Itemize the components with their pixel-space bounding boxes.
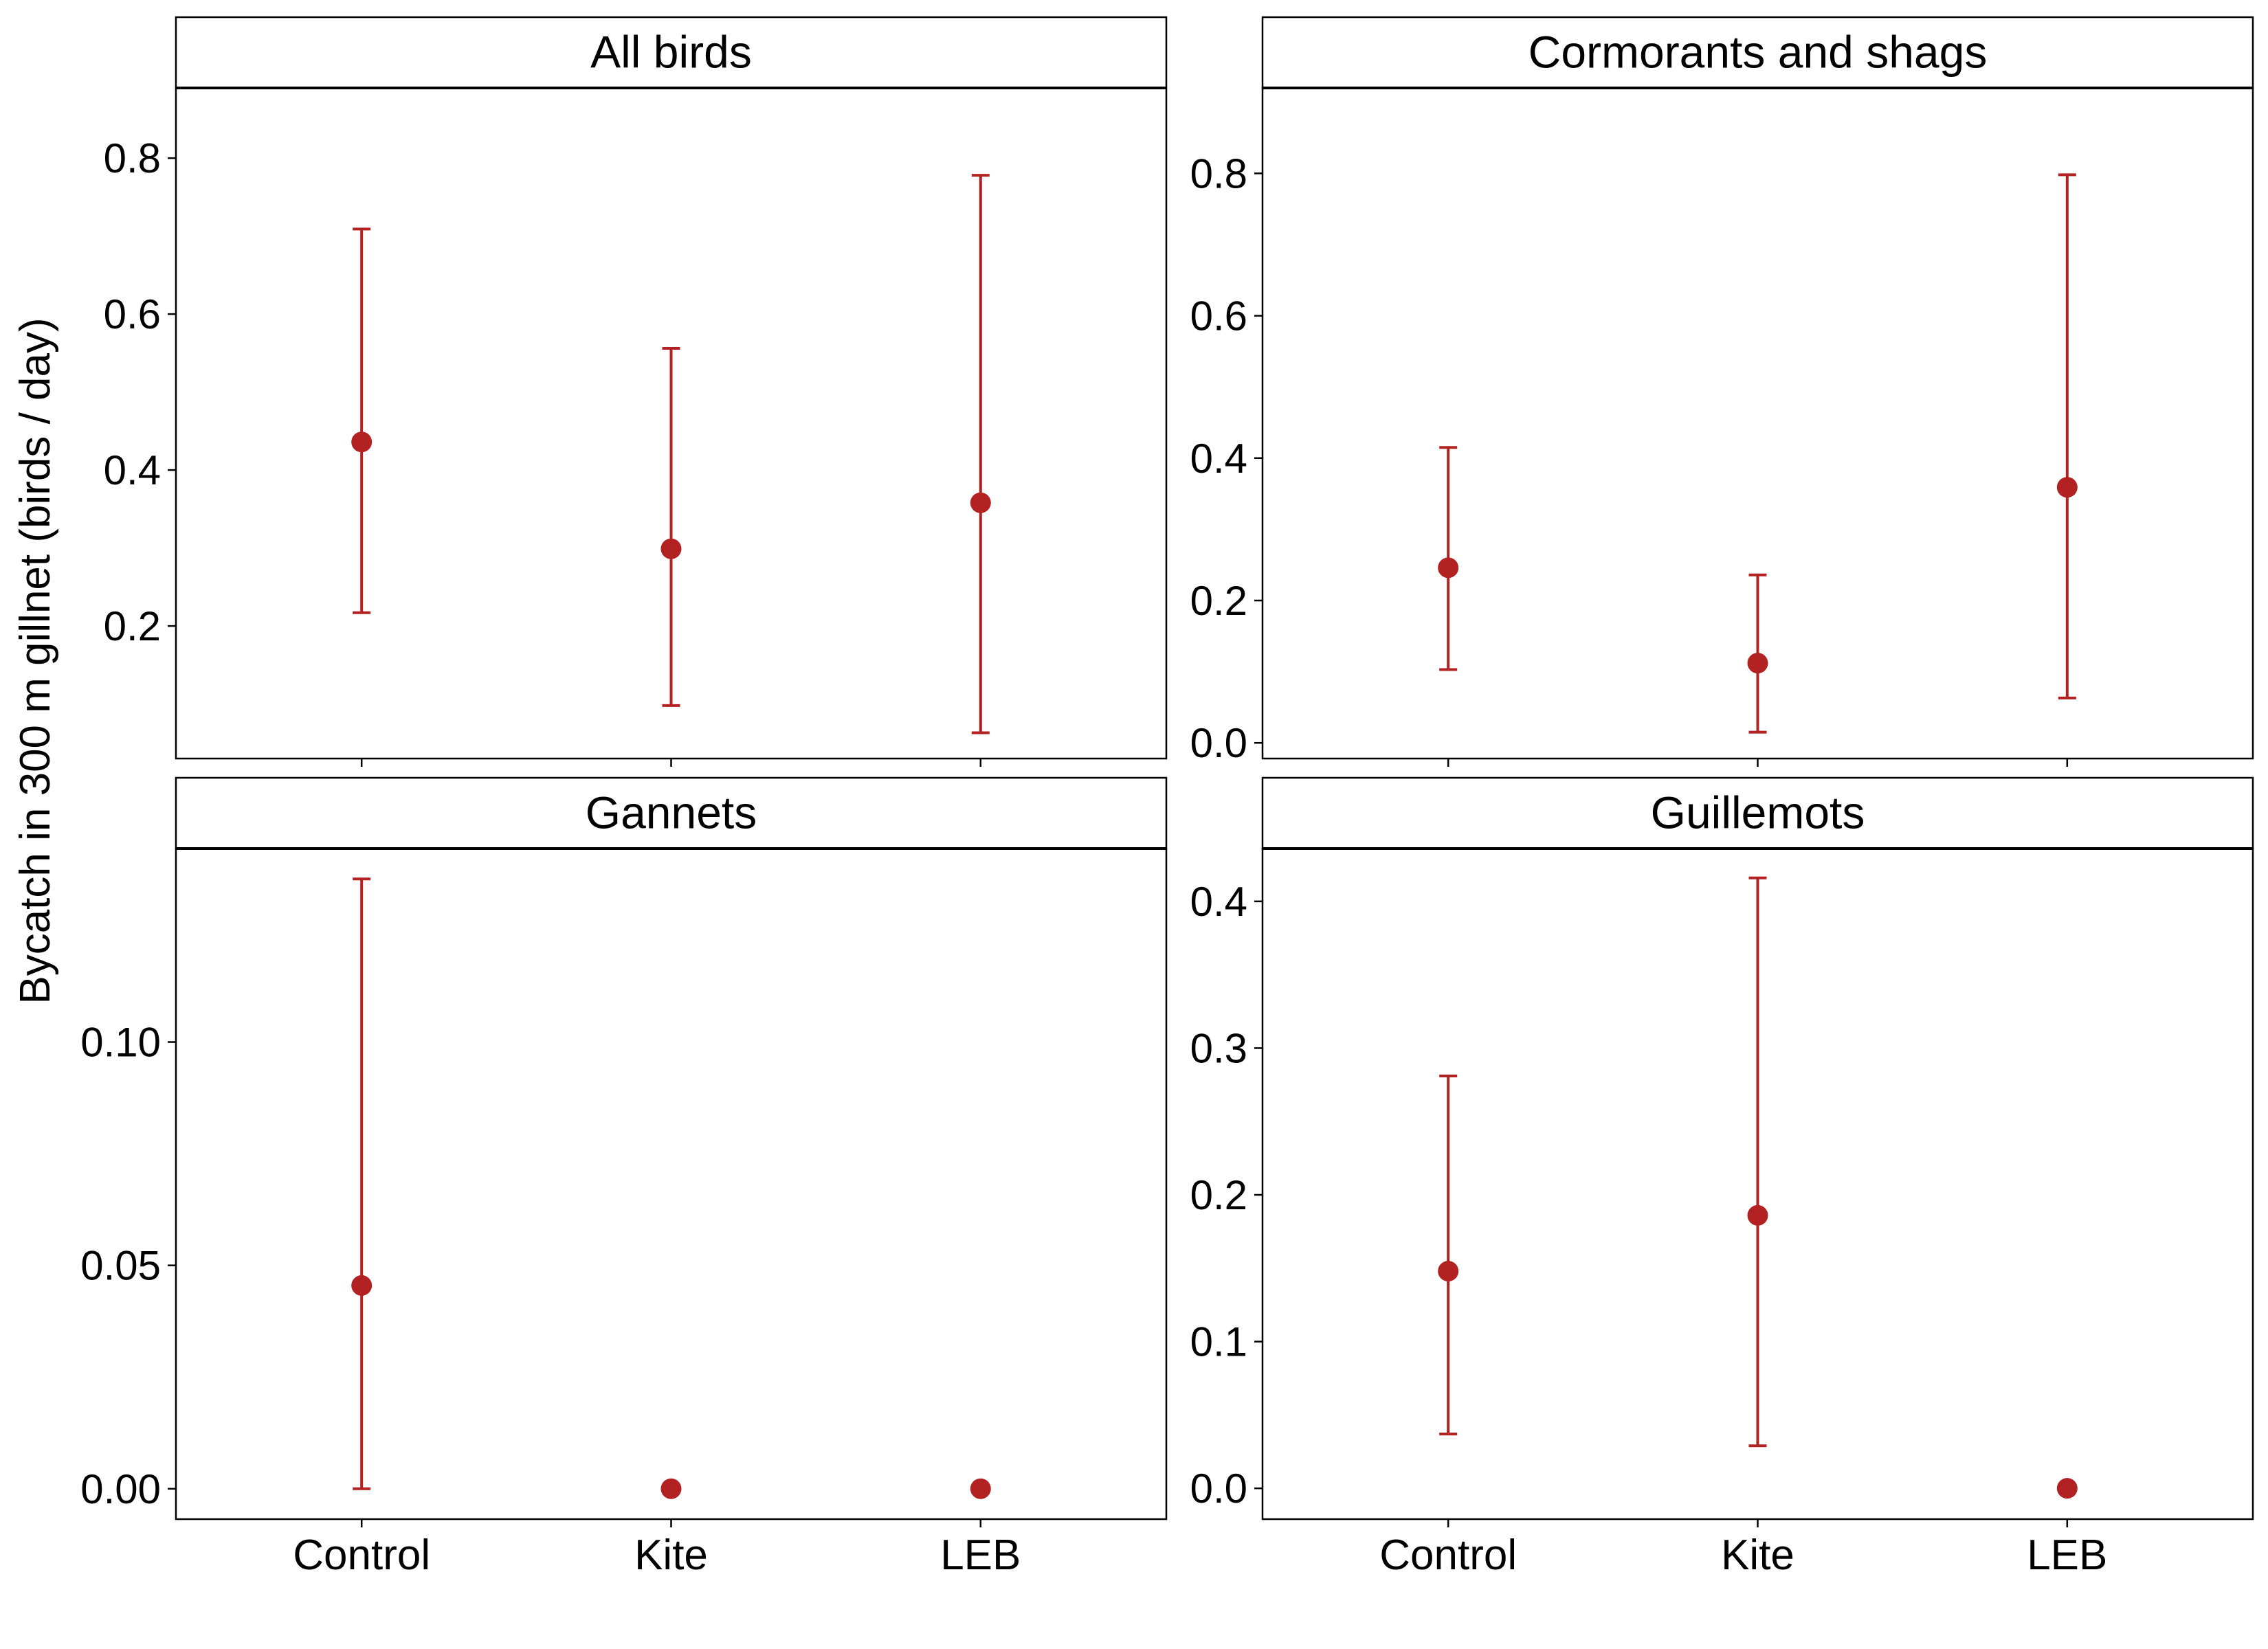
data-point xyxy=(1747,653,1768,674)
x-tick-label: Kite xyxy=(634,1532,708,1579)
facet-title: Guillemots xyxy=(1651,787,1865,838)
y-axis-label: Bycatch in 300 m gillnet (birds / day) xyxy=(12,317,59,1004)
y-tick-label: 0.0 xyxy=(1190,720,1247,766)
data-point xyxy=(660,538,682,559)
facet-panel: Guillemots 0.0 0.1 0.2 0.3 0.4 Control Kite LEB xyxy=(1190,776,2254,1579)
y-tick-label: 0.2 xyxy=(104,603,161,649)
panel-border xyxy=(175,847,1168,1521)
facet-strip xyxy=(175,16,1168,89)
x-tick-label: LEB xyxy=(940,1532,1021,1579)
x-tick-label: Kite xyxy=(1721,1532,1794,1579)
x-tick-label: LEB xyxy=(2027,1532,2107,1579)
facet-title: Cormorants and shags xyxy=(1528,27,1988,78)
facet-strip xyxy=(1261,776,2254,850)
x-tick-label: Control xyxy=(1379,1532,1517,1579)
data-point xyxy=(351,431,373,453)
data-point xyxy=(1438,557,1459,579)
facet-panel: Gannets 0.00 0.05 0.10 Control Kite LEB xyxy=(80,776,1168,1579)
data-point xyxy=(660,1478,682,1499)
data-point xyxy=(2056,1478,2078,1499)
y-tick-label: 0.10 xyxy=(80,1020,161,1066)
y-tick-label: 0.6 xyxy=(1190,293,1247,339)
y-tick-label: 0.2 xyxy=(1190,578,1247,624)
y-tick-label: 0.05 xyxy=(80,1243,161,1289)
facet-panel: Cormorants and shags 0.0 0.2 0.4 0.6 0.8 xyxy=(1190,16,2254,767)
y-tick-label: 0.2 xyxy=(1190,1172,1247,1218)
facet-title: Gannets xyxy=(586,787,757,838)
y-tick-label: 0.4 xyxy=(1190,436,1247,482)
data-point xyxy=(1438,1261,1459,1282)
y-tick-label: 0.0 xyxy=(1190,1466,1247,1512)
facet-strip xyxy=(1261,16,2254,89)
y-tick-label: 0.3 xyxy=(1190,1025,1247,1071)
data-point xyxy=(351,1275,373,1296)
data-point xyxy=(2056,477,2078,498)
y-tick-label: 0.8 xyxy=(1190,150,1247,197)
data-point xyxy=(970,492,991,513)
data-point xyxy=(970,1478,991,1499)
y-tick-label: 0.6 xyxy=(104,291,161,337)
facet-panel: All birds 0.2 0.4 0.6 0.8 xyxy=(104,16,1168,767)
y-tick-label: 0.4 xyxy=(1190,879,1247,925)
y-tick-label: 0.00 xyxy=(80,1466,161,1512)
data-point xyxy=(1747,1204,1768,1226)
x-tick-label: Control xyxy=(293,1532,430,1579)
y-tick-label: 0.8 xyxy=(104,135,161,181)
y-tick-label: 0.4 xyxy=(104,447,161,493)
y-tick-label: 0.1 xyxy=(1190,1319,1247,1365)
facet-title: All birds xyxy=(590,27,752,78)
